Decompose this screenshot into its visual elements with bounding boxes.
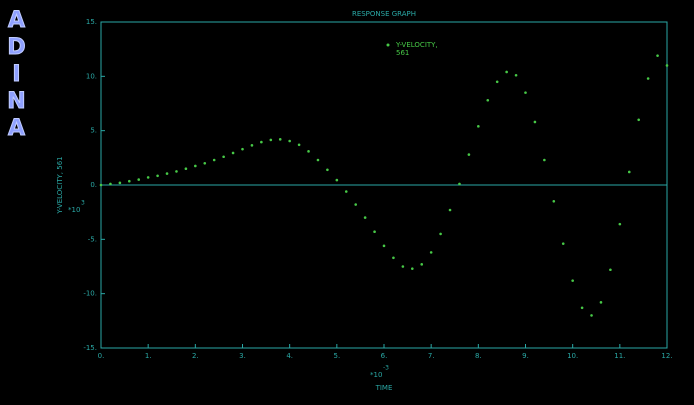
point <box>580 306 584 310</box>
point <box>411 267 414 270</box>
point <box>420 263 424 266</box>
x-multiplier-exponent: -3 <box>383 365 389 372</box>
point <box>109 182 112 186</box>
point <box>571 279 574 282</box>
x-tick-label: 11. <box>614 352 625 360</box>
point <box>278 138 282 141</box>
y-tick-label: -15. <box>83 344 97 352</box>
legend-marker <box>386 43 390 47</box>
point <box>354 203 358 206</box>
y-tick-label: 0. <box>90 181 97 189</box>
point <box>222 155 225 159</box>
x-tick-label: 3. <box>239 352 246 360</box>
point <box>363 216 367 219</box>
point <box>194 164 197 168</box>
point <box>175 170 178 173</box>
logo: ADINA <box>4 8 30 144</box>
x-tick-label: 0. <box>98 352 105 360</box>
point <box>543 158 546 162</box>
point <box>439 232 442 236</box>
point <box>250 144 254 147</box>
point <box>269 138 273 142</box>
point <box>458 182 461 186</box>
point <box>156 174 159 178</box>
y-tick-label: -10. <box>83 290 97 298</box>
point <box>646 77 650 80</box>
point <box>203 161 207 165</box>
point <box>495 80 499 84</box>
point <box>307 150 310 153</box>
point <box>637 118 640 122</box>
point <box>627 170 631 174</box>
y-multiplier: *10 <box>68 206 80 214</box>
x-tick-label: 5. <box>333 352 340 360</box>
x-tick-label: 1. <box>145 352 152 360</box>
point <box>118 181 122 185</box>
x-tick-label: 9. <box>522 352 529 360</box>
point <box>212 158 216 162</box>
y-multiplier-exponent: 3 <box>81 200 85 207</box>
point <box>335 178 339 182</box>
point <box>618 222 622 226</box>
y-tick-label: 5. <box>90 127 97 135</box>
point <box>392 256 395 260</box>
point <box>326 168 329 172</box>
point <box>137 178 141 181</box>
point <box>505 70 508 74</box>
point <box>373 230 376 234</box>
x-multiplier: *10 <box>370 371 382 379</box>
x-tick-label: 12. <box>661 352 672 360</box>
point <box>401 265 405 268</box>
x-tick-label: 8. <box>475 352 482 360</box>
x-tick-label: 2. <box>192 352 199 360</box>
point <box>184 167 188 170</box>
legend-label: Y-VELOCITY, <box>395 41 438 49</box>
point <box>665 64 669 67</box>
point <box>561 242 565 245</box>
x-axis-label: TIME <box>375 384 393 392</box>
y-tick-label: 15. <box>86 18 97 26</box>
point <box>486 98 490 102</box>
y-tick-label: 10. <box>86 72 97 80</box>
point <box>448 208 452 212</box>
point <box>514 73 518 77</box>
point <box>146 176 150 179</box>
legend-label: 561 <box>396 49 409 57</box>
chart-title: RESPONSE GRAPH <box>352 10 416 18</box>
x-tick-label: 10. <box>567 352 578 360</box>
point <box>128 179 131 183</box>
point <box>297 143 301 147</box>
point <box>231 151 235 155</box>
y-tick-label: -5. <box>88 235 97 243</box>
point <box>344 190 348 193</box>
point <box>316 158 320 162</box>
x-tick-label: 4. <box>286 352 293 360</box>
point <box>99 183 103 187</box>
point <box>609 268 612 272</box>
point <box>656 54 659 57</box>
y-axis-label: Y-VELOCITY, 561 <box>56 156 64 214</box>
point <box>165 172 169 175</box>
point <box>599 301 603 304</box>
point <box>533 120 537 124</box>
point <box>590 314 593 317</box>
x-tick-label: 7. <box>428 352 435 360</box>
point <box>552 200 556 203</box>
point <box>477 125 480 128</box>
point <box>241 147 244 151</box>
point <box>524 91 527 94</box>
point <box>429 251 433 254</box>
x-tick-label: 6. <box>381 352 388 360</box>
point <box>288 139 291 143</box>
point <box>382 244 386 248</box>
point <box>260 140 263 144</box>
point <box>467 153 471 156</box>
